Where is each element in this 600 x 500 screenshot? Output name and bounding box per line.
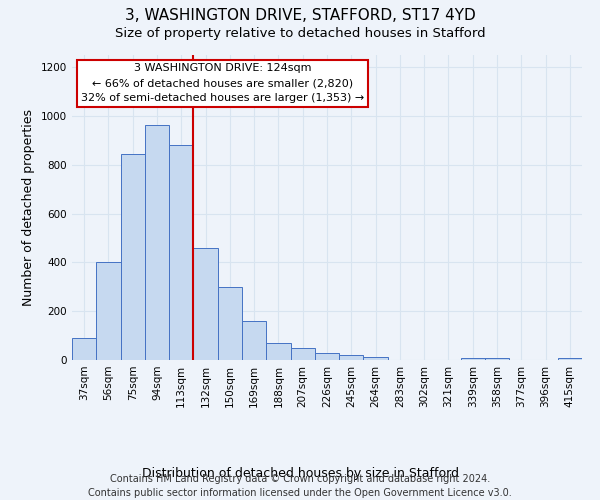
Bar bbox=[485, 358, 509, 360]
Bar bbox=[96, 262, 121, 360]
Bar bbox=[339, 354, 364, 360]
FancyBboxPatch shape bbox=[77, 60, 368, 107]
Text: Size of property relative to detached houses in Stafford: Size of property relative to detached ho… bbox=[115, 28, 485, 40]
Bar bbox=[169, 146, 193, 360]
Bar bbox=[266, 343, 290, 360]
Y-axis label: Number of detached properties: Number of detached properties bbox=[22, 109, 35, 306]
Bar bbox=[558, 358, 582, 360]
Bar bbox=[72, 338, 96, 360]
Bar bbox=[461, 358, 485, 360]
Bar bbox=[364, 357, 388, 360]
Text: Contains HM Land Registry data © Crown copyright and database right 2024.
Contai: Contains HM Land Registry data © Crown c… bbox=[88, 474, 512, 498]
Bar bbox=[315, 352, 339, 360]
Text: 3 WASHINGTON DRIVE: 124sqm
← 66% of detached houses are smaller (2,820)
32% of s: 3 WASHINGTON DRIVE: 124sqm ← 66% of deta… bbox=[81, 64, 364, 103]
Text: Distribution of detached houses by size in Stafford: Distribution of detached houses by size … bbox=[142, 468, 458, 480]
Bar bbox=[242, 321, 266, 360]
Bar bbox=[145, 124, 169, 360]
Bar bbox=[193, 248, 218, 360]
Text: 3, WASHINGTON DRIVE, STAFFORD, ST17 4YD: 3, WASHINGTON DRIVE, STAFFORD, ST17 4YD bbox=[125, 8, 475, 22]
Bar bbox=[290, 348, 315, 360]
Bar bbox=[218, 287, 242, 360]
Bar bbox=[121, 154, 145, 360]
